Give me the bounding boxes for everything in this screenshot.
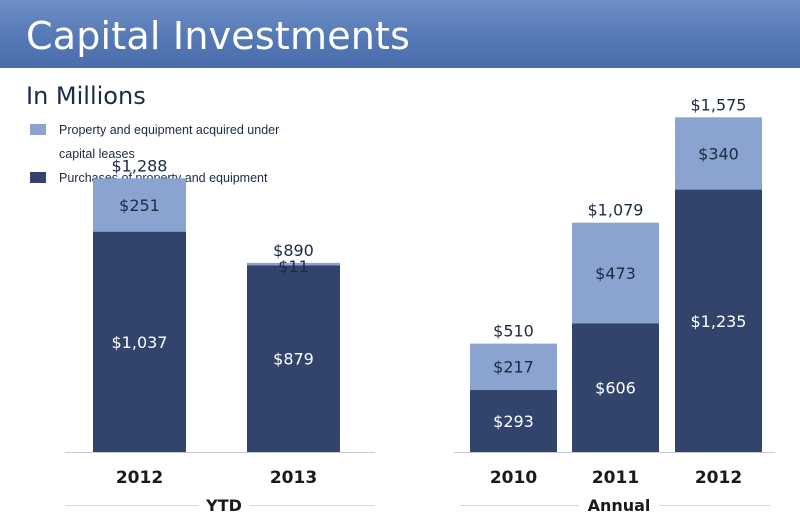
label-purchases-ytd-2012: $1,037 [112, 333, 168, 352]
legend-swatch-capital-leases [30, 124, 46, 135]
header-banner: Capital Investments [0, 0, 800, 68]
label-capital-leases-ytd-2013: $11 [278, 257, 309, 276]
label-capital-leases-annual-2011: $473 [595, 264, 636, 283]
bar-purchases-annual-2010 [470, 389, 557, 452]
label-total-ytd-2012: $1,288 [112, 156, 168, 175]
annual-group-label: Annual [588, 496, 651, 515]
chart-subtitle: In Millions [26, 82, 146, 110]
label-total-ytd-2013: $890 [273, 241, 314, 260]
label-total-annual-2011: $1,079 [588, 201, 644, 220]
label-total-annual-2010: $510 [493, 322, 534, 341]
annual-label-backdrop [579, 495, 659, 515]
label-purchases-annual-2011: $606 [595, 379, 636, 398]
bar-capital-leases-annual-2010 [470, 343, 557, 390]
legend-swatch-purchases [30, 172, 46, 183]
category-label-annual-2010: 2010 [490, 468, 537, 488]
category-label-annual-2012: 2012 [695, 468, 742, 488]
bar-capital-leases-annual-2012 [675, 117, 762, 190]
ytd-group-label: YTD [205, 496, 242, 515]
page-title: Capital Investments [26, 14, 411, 58]
label-capital-leases-annual-2010: $217 [493, 358, 534, 377]
bar-capital-leases-ytd-2012 [93, 178, 186, 232]
bar-purchases-annual-2012 [675, 189, 762, 452]
label-capital-leases-ytd-2012: $251 [119, 196, 160, 215]
ytd-label-backdrop [199, 495, 249, 515]
bar-capital-leases-ytd-2013 [247, 262, 340, 266]
bar-purchases-ytd-2013 [247, 265, 340, 452]
label-purchases-ytd-2013: $879 [273, 350, 314, 369]
label-purchases-annual-2010: $293 [493, 412, 534, 431]
bar-purchases-ytd-2012 [93, 231, 186, 452]
label-total-annual-2012: $1,575 [691, 95, 747, 114]
legend-label-capital-leases: Property and equipment acquired under ca… [59, 123, 280, 161]
label-purchases-annual-2012: $1,235 [691, 312, 747, 331]
bar-capital-leases-annual-2011 [572, 222, 659, 324]
bar-purchases-annual-2011 [572, 323, 659, 452]
category-label-ytd-2012: 2012 [116, 468, 163, 488]
category-label-annual-2011: 2011 [592, 468, 639, 488]
category-label-ytd-2013: 2013 [270, 468, 317, 488]
label-capital-leases-annual-2012: $340 [698, 144, 739, 163]
